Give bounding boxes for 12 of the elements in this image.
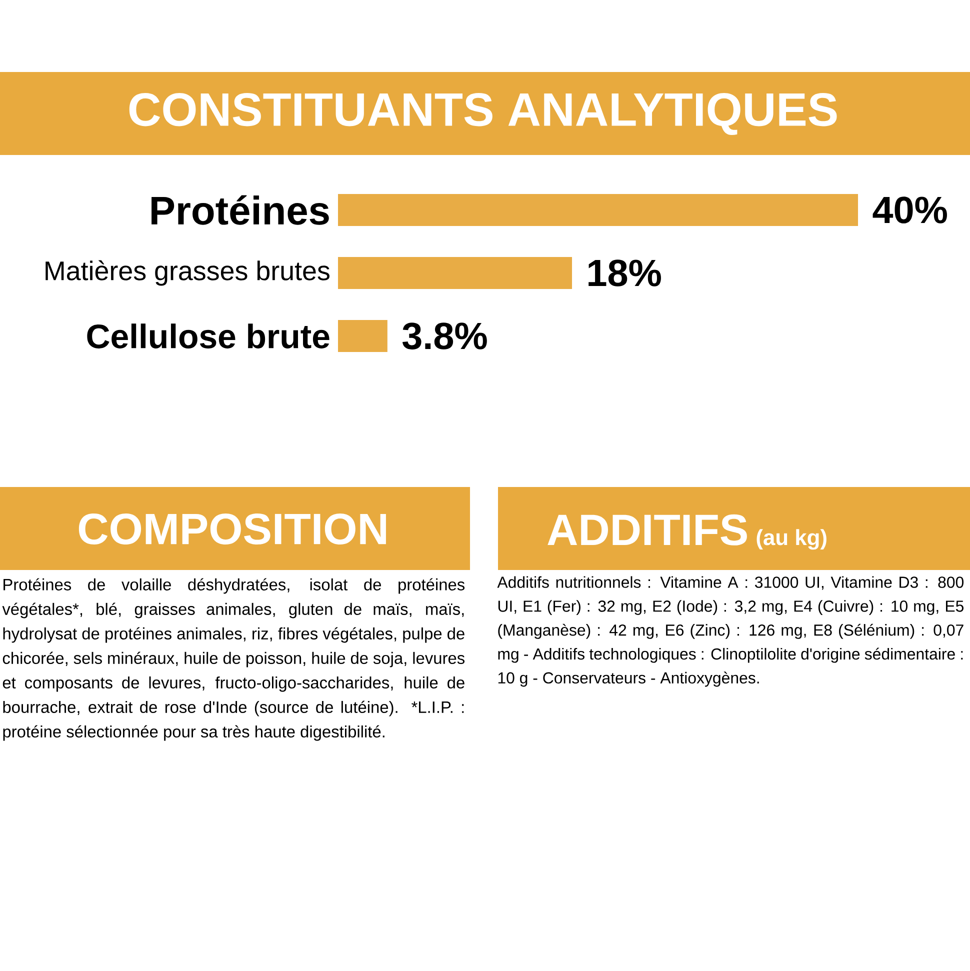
data-label: 18% — [588, 260, 661, 286]
text: (au kg) — [756, 529, 826, 550]
text: Additifs nutritionnels : Vitamine A : 31000 UI, Vitamine D3 : 800 UI, E1 (Fer) : 32 mg, E2 (Iode) : 3,2 mg, E4 (Cuivre) : 10 mg, E5 (Manganèse) : 42 mg, E6 (Zinc) : 126 mg, E8 (Sélénium) : 0,07 mg - Additifs technologiques : Clinoptilolite d'origine sédimentaire : 10 g - Conservateurs - Antioxygènes. — [497, 576, 964, 687]
data-label: 3.8% — [402, 322, 487, 350]
data-label: 40% — [872, 196, 947, 224]
y-tick-label: Cellulose brute — [87, 324, 330, 348]
chart-title: CONSTITUANTS ANALYTIQUES — [129, 93, 837, 135]
y-tick-label: Protéines — [152, 195, 329, 225]
text: Protéines de volaille déshydratées, isolat de protéines végétales*, blé, graisses animales, gluten de maïs, maïs, hydrolysat de protéines animales, riz, fibres végétales, pulpe de chicorée, sels minéraux, huile de poisson, huile de soja, levures et composants de levures, fructo-oligo-saccharides, huile de bourrache, extrait de rose d'Inde (source de lutéine). *L.I.P. : protéine sélectionnée pour sa très haute digestibilité. — [2, 578, 465, 741]
text: COMPOSITION — [78, 513, 386, 545]
y-tick-label: Matières grasses brutes — [46, 260, 330, 286]
text: ADDITIFS — [548, 514, 747, 546]
